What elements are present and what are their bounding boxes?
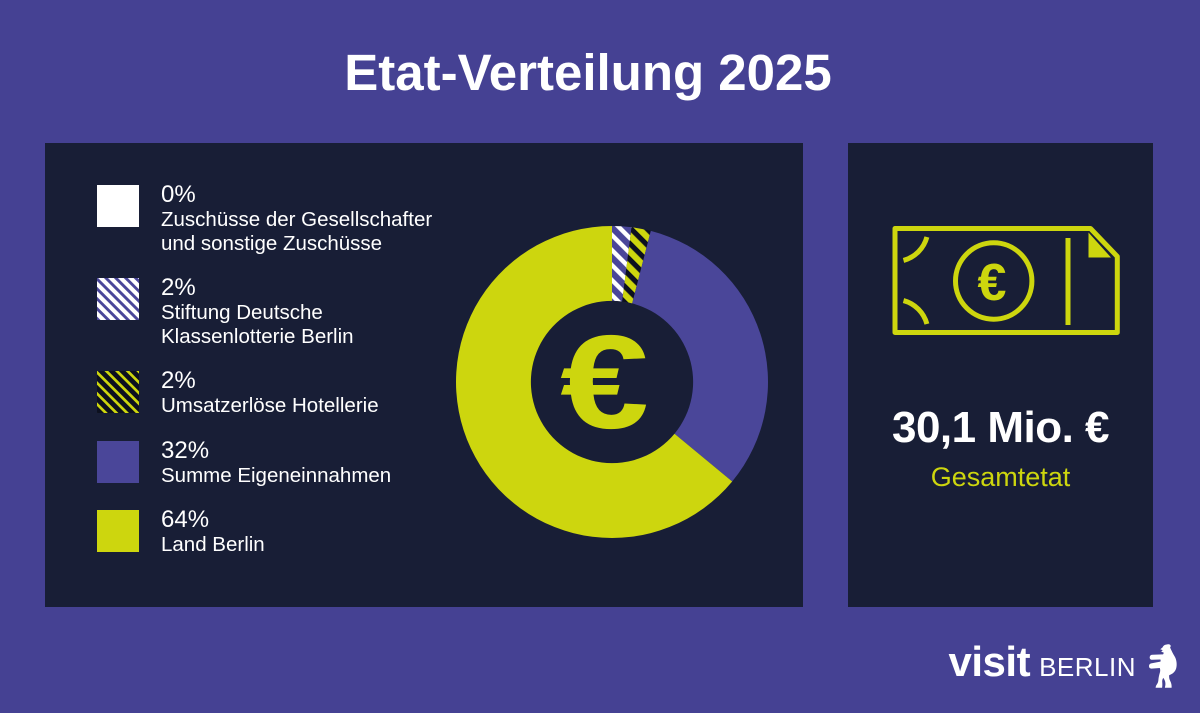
legend-swatch (97, 440, 139, 483)
euro-center-symbol: € (560, 308, 649, 456)
legend-label: Summe Eigeneinnahmen (161, 463, 392, 487)
legend-item: 0% Zuschüsse der Gesellschafter und sons… (97, 182, 461, 255)
donut-chart: € (456, 226, 768, 538)
legend-item: 64% Land Berlin (97, 507, 461, 557)
legend-swatch (97, 510, 139, 552)
page-title: Etat-Verteilung 2025 (344, 44, 832, 101)
chart-legend: 0% Zuschüsse der Gesellschafter und sons… (97, 182, 461, 557)
legend-text: 2% Umsatzerlöse Hotellerie (161, 368, 379, 418)
legend-label: Stiftung Deutsche Klassenlotterie Berlin (161, 301, 354, 348)
legend-text: 32% Summe Eigeneinnahmen (161, 436, 392, 488)
legend-percentage: 2% (161, 367, 196, 394)
total-label: Gesamtetat (930, 462, 1071, 492)
euro-banknote-symbol: € (978, 254, 1007, 312)
logo-word-berlin: BERLIN (1039, 652, 1136, 682)
legend-percentage: 64% (161, 506, 210, 533)
chart-panel: 0% Zuschüsse der Gesellschafter und sons… (45, 143, 803, 607)
total-value: 30,1 Mio. € (891, 403, 1110, 452)
donut-slice (456, 226, 733, 538)
legend-percentage: 32% (161, 436, 210, 464)
donut-slices (456, 226, 768, 538)
legend-item: 32% Summe Eigeneinnahmen (97, 436, 461, 488)
legend-item: 2% Umsatzerlöse Hotellerie (97, 368, 461, 418)
legend-text: 64% Land Berlin (161, 507, 265, 557)
legend-text: 2% Stiftung Deutsche Klassenlotterie Ber… (161, 275, 461, 348)
euro-banknote-icon: € (892, 226, 1120, 335)
legend-percentage: 0% (161, 181, 196, 208)
logo-word-visit: visit (948, 638, 1031, 685)
legend-label: Land Berlin (161, 533, 265, 556)
legend-swatch (97, 278, 139, 320)
berlin-bear-icon (1148, 644, 1177, 688)
donut-slice (632, 230, 768, 482)
legend-label: Umsatzerlöse Hotellerie (161, 394, 379, 417)
legend-percentage: 2% (161, 274, 196, 301)
donut-slice (612, 226, 632, 302)
donut-slice (622, 227, 651, 304)
visitberlin-logo: visit BERLIN (948, 638, 1178, 688)
legend-label: Zuschüsse der Gesellschafter und sonstig… (161, 208, 433, 255)
legend-swatch (97, 185, 139, 227)
legend-item: 2% Stiftung Deutsche Klassenlotterie Ber… (97, 275, 461, 348)
legend-text: 0% Zuschüsse der Gesellschafter und sons… (161, 182, 461, 255)
total-panel: € 30,1 Mio. € Gesamtetat (848, 143, 1153, 607)
legend-swatch (97, 371, 139, 413)
